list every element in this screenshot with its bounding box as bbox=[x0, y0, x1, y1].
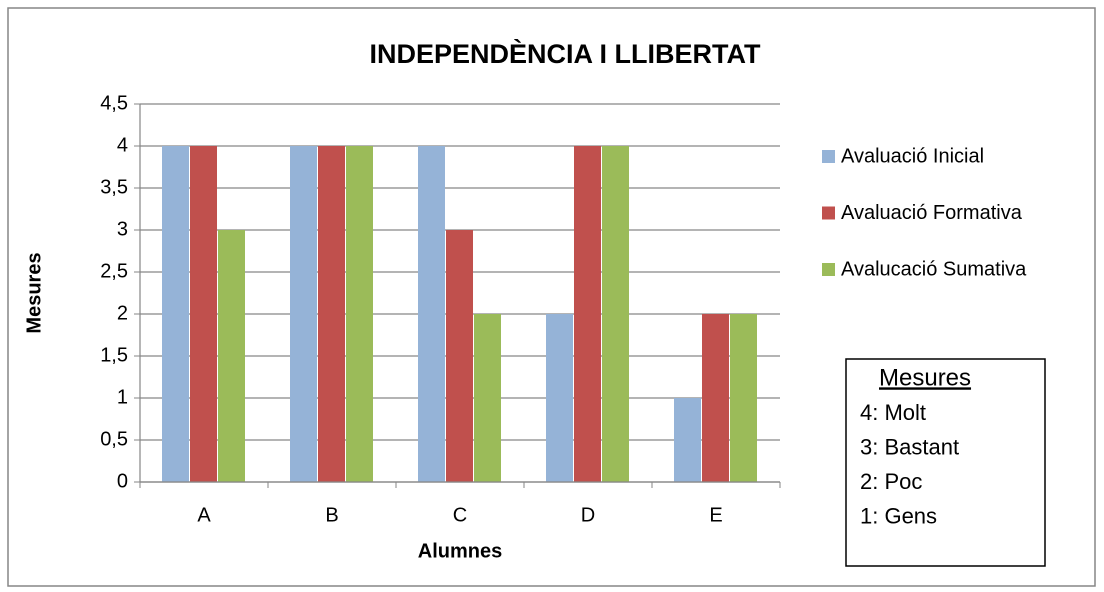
bar bbox=[474, 314, 501, 482]
bar bbox=[546, 314, 573, 482]
y-tick-label: 2,5 bbox=[100, 260, 128, 282]
legend-swatch bbox=[822, 150, 835, 163]
chart-title: INDEPENDÈNCIA I LLIBERTAT bbox=[370, 38, 762, 69]
y-tick-label: 0,5 bbox=[100, 428, 128, 450]
annotation-line: 4: Molt bbox=[860, 400, 926, 425]
y-tick-label: 0 bbox=[117, 470, 128, 492]
annotation-box bbox=[845, 358, 1046, 567]
x-tick-label: C bbox=[453, 504, 467, 526]
y-tick-label: 1,5 bbox=[100, 344, 128, 366]
annotation-line: 3: Bastant bbox=[860, 434, 959, 459]
annotation-title: Mesures bbox=[879, 364, 971, 391]
x-axis-label: Alumnes bbox=[418, 540, 502, 562]
bar bbox=[602, 146, 629, 482]
x-tick-label: E bbox=[709, 504, 722, 526]
bar bbox=[574, 146, 601, 482]
bar bbox=[730, 314, 757, 482]
y-tick-label: 1 bbox=[117, 386, 128, 408]
x-tick-label: B bbox=[325, 504, 338, 526]
bar bbox=[418, 146, 445, 482]
x-tick-label: D bbox=[581, 504, 595, 526]
bar bbox=[702, 314, 729, 482]
x-tick-label: A bbox=[197, 504, 211, 526]
bar bbox=[318, 146, 345, 482]
bar bbox=[346, 146, 373, 482]
y-tick-label: 3,5 bbox=[100, 176, 128, 198]
y-tick-label: 4,5 bbox=[100, 92, 128, 114]
legend-swatch bbox=[822, 206, 835, 220]
bar bbox=[446, 230, 473, 482]
bar bbox=[674, 398, 701, 482]
y-tick-label: 3 bbox=[117, 218, 128, 240]
bar bbox=[290, 146, 317, 482]
legend-swatch bbox=[822, 263, 835, 276]
y-tick-label: 4 bbox=[117, 134, 128, 156]
legend-label: Avalucació Sumativa bbox=[841, 258, 1027, 280]
annotation-line: 1: Gens bbox=[860, 503, 937, 528]
bar bbox=[218, 230, 245, 482]
annotation-line: 2: Poc bbox=[860, 469, 922, 494]
legend-label: Avaluació Formativa bbox=[841, 202, 1023, 224]
bar bbox=[162, 146, 189, 482]
y-tick-label: 2 bbox=[117, 302, 128, 324]
legend-label: Avaluació Inicial bbox=[841, 145, 984, 167]
bar bbox=[190, 146, 217, 482]
y-axis-label: Mesures bbox=[23, 252, 45, 333]
